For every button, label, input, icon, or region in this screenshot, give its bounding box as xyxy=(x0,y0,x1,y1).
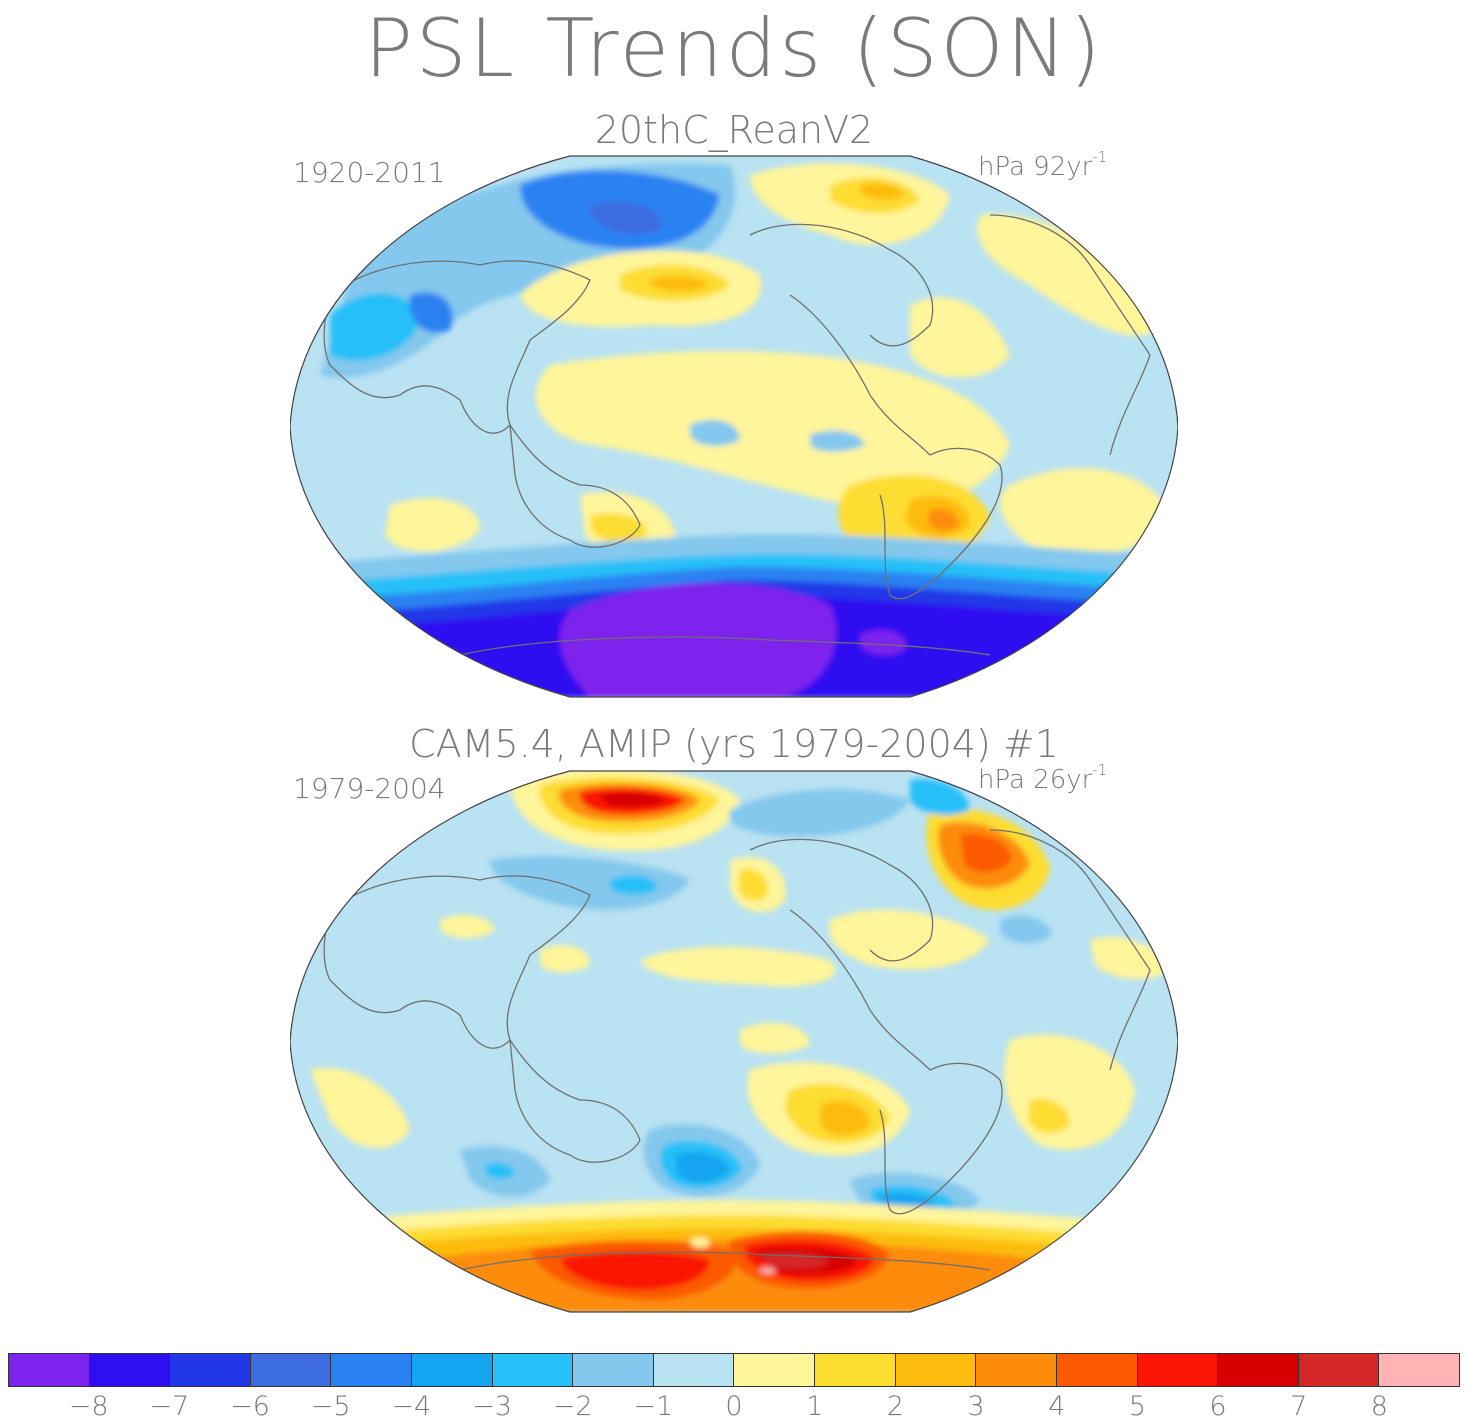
panel-2-map xyxy=(290,770,1178,1313)
colorbar-segment xyxy=(1137,1354,1219,1386)
colorbar-segment xyxy=(1056,1354,1138,1386)
colorbar-segment xyxy=(89,1354,171,1386)
colorbar-tick-label: 3 xyxy=(967,1391,985,1422)
colorbar-segment xyxy=(653,1354,735,1386)
colorbar-segment xyxy=(895,1354,977,1386)
panel-1-period: 1920-2011 xyxy=(293,156,446,189)
colorbar-tick-label: −2 xyxy=(552,1391,593,1422)
colorbar-segment xyxy=(976,1354,1057,1386)
colorbar-segment xyxy=(1298,1354,1380,1386)
colorbar-tick-label: −1 xyxy=(633,1391,674,1422)
colorbar-tick-label: 5 xyxy=(1128,1391,1146,1422)
colorbar-tick-label: −3 xyxy=(472,1391,512,1422)
colorbar-segment xyxy=(9,1354,90,1386)
colorbar-tick-label: 7 xyxy=(1290,1391,1308,1422)
colorbar-segment xyxy=(815,1354,896,1386)
colorbar-segment xyxy=(734,1354,816,1386)
colorbar-tick-label: 1 xyxy=(806,1391,824,1422)
colorbar-tick-label: −8 xyxy=(68,1391,109,1422)
colorbar-tick-label: −7 xyxy=(149,1391,190,1422)
colorbar-segment xyxy=(1218,1354,1299,1386)
panel-2-units: hPa 26yr-1 xyxy=(978,761,1108,795)
panel-1-title: 20thC_ReanV2 xyxy=(594,108,874,152)
panel-1-map xyxy=(290,155,1178,698)
panel-2-period: 1979-2004 xyxy=(293,772,446,805)
colorbar-tick-label: −5 xyxy=(310,1391,351,1422)
colorbar-segment xyxy=(1379,1354,1459,1386)
colorbar-tick-label: −4 xyxy=(391,1391,432,1422)
colorbar-tick-label: 6 xyxy=(1209,1391,1227,1422)
panel-1-units: hPa 92yr-1 xyxy=(978,148,1108,182)
colorbar-segment xyxy=(250,1354,332,1386)
figure-title: PSL Trends (SON) xyxy=(364,2,1104,95)
colorbar-tick-label: 2 xyxy=(886,1391,904,1422)
colorbar-tick-label: 4 xyxy=(1048,1391,1066,1422)
colorbar-segment xyxy=(170,1354,251,1386)
colorbar-tick-label: −6 xyxy=(230,1391,270,1422)
colorbar-segment xyxy=(492,1354,574,1386)
colorbar-segment xyxy=(331,1354,413,1386)
colorbar-tick-label: 8 xyxy=(1370,1391,1388,1422)
colorbar-segment xyxy=(412,1354,493,1386)
colorbar-labels: −8 −7 −6 −5 −4 −3 −2 −1 0 1 2 3 4 5 6 7 8 xyxy=(8,1391,1460,1425)
panel-2-title: CAM5.4, AMIP (yrs 1979-2004) #1 xyxy=(409,722,1059,766)
colorbar-segment xyxy=(573,1354,654,1386)
colorbar xyxy=(8,1353,1460,1387)
colorbar-tick-label: 0 xyxy=(725,1391,743,1422)
